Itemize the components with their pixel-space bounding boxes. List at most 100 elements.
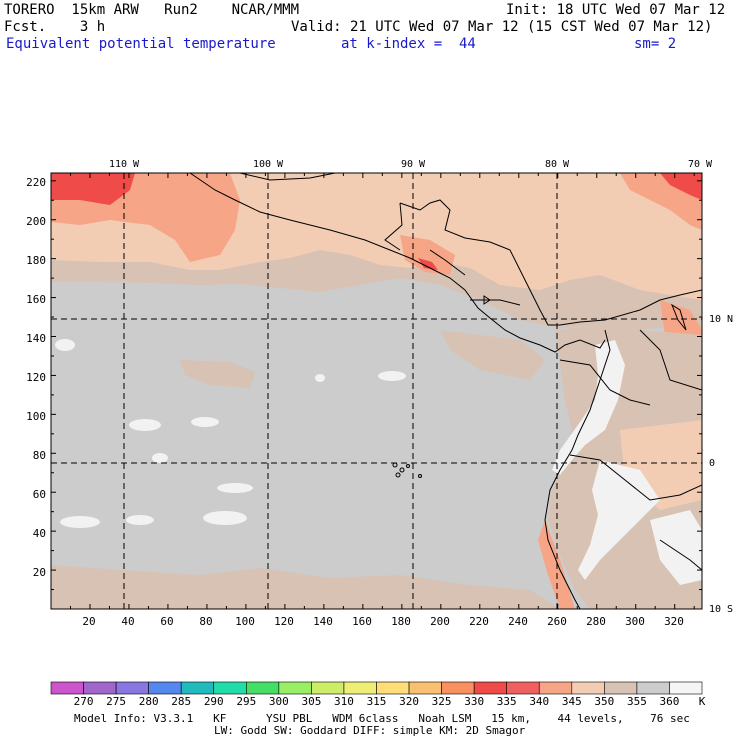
brazil-border — [659, 539, 702, 571]
graticule — [51, 173, 702, 609]
x-tick-label: 300 — [625, 615, 645, 628]
color-bar-label: 295 — [236, 695, 256, 708]
color-bar-swatch — [50, 681, 84, 695]
y-tick-label: 20 — [33, 566, 46, 579]
model-info-line1: Model Info: V3.3.1 KF YSU PBL WDM 6class… — [74, 712, 690, 725]
x-tick-label: 180 — [391, 615, 411, 628]
y-tick-label: 140 — [26, 332, 46, 345]
color-bar-swatch — [180, 681, 215, 695]
color-bar-unit: K — [699, 695, 706, 708]
ocean-white-patch — [55, 339, 75, 351]
color-bar-swatch — [538, 681, 573, 695]
x-tick-label: 140 — [313, 615, 333, 628]
red-patch-salvador — [418, 258, 438, 270]
x-tick-label: 220 — [469, 615, 489, 628]
lat-label: 0 — [709, 458, 715, 469]
x-axis-labels: 20 40 60 80 100 120 140 160 180 200 220 … — [82, 615, 684, 628]
lake-maracaibo — [670, 303, 687, 331]
color-bar-label: 290 — [204, 695, 224, 708]
caribbean-coast — [399, 199, 702, 326]
red-patch-nw — [51, 173, 135, 205]
color-bar-label: 315 — [367, 695, 387, 708]
x-tick-label: 20 — [82, 615, 95, 628]
lake-nicaragua — [483, 295, 491, 305]
x-tick-label: 80 — [199, 615, 212, 628]
color-bar-swatch — [473, 681, 507, 695]
color-bar-label: 310 — [334, 695, 354, 708]
ocean-white-patch — [191, 417, 219, 427]
y-tick-label: 180 — [26, 254, 46, 267]
lon-label: 70 W — [688, 159, 713, 170]
color-bar-swatch — [115, 681, 149, 695]
y-axis-labels: 20 40 60 80 100 120 140 160 180 200 220 — [26, 176, 46, 579]
color-bar-swatch — [343, 681, 377, 695]
color-bar-swatch — [278, 681, 312, 695]
andes-south-white — [578, 460, 660, 580]
galapagos-island — [399, 467, 405, 473]
color-bar-swatch — [213, 681, 247, 695]
color-bar-label: 330 — [464, 695, 484, 708]
x-tick-label: 280 — [586, 615, 606, 628]
forecast-hour: Fcst. 3 h — [4, 19, 106, 35]
color-bar-labels: 270 275 280 285 290 295 300 305 310 315 320 325 330 3… — [74, 695, 680, 708]
color-bar-label: 275 — [106, 695, 126, 708]
galapagos-island — [406, 464, 410, 468]
axis-ticks — [50, 173, 702, 610]
model-title: TORERO 15km ARW Run2 NCAR/MMM — [4, 2, 300, 18]
x-tick-label: 160 — [352, 615, 372, 628]
lat-label: 10 N — [709, 314, 733, 325]
warm-patch-ocean — [180, 360, 255, 388]
y-tick-label: 60 — [33, 488, 46, 501]
mexico-gulf-coast — [239, 173, 336, 181]
color-bar-label: 270 — [74, 695, 94, 708]
ecuador-peru-border — [569, 454, 702, 501]
smoothing: sm= 2 — [634, 36, 677, 52]
galapagos-island — [418, 474, 422, 478]
color-bar-swatch — [669, 681, 703, 695]
map-frame — [50, 172, 703, 610]
color-bar-swatch — [408, 681, 442, 695]
color-bar-label: 305 — [301, 695, 321, 708]
lon-label: 90 W — [401, 159, 426, 170]
warm-band-south — [51, 565, 560, 609]
color-bar-swatch — [311, 681, 345, 695]
venezuela-border — [639, 329, 702, 391]
coastlines — [189, 173, 702, 609]
y-tick-label: 120 — [26, 371, 46, 384]
ocean-white-patch — [126, 515, 154, 525]
theta-e-field — [51, 173, 702, 609]
color-bar-label: 340 — [529, 695, 549, 708]
lon-label: 100 W — [253, 159, 284, 170]
y-tick-label: 200 — [26, 215, 46, 228]
color-bar-swatch — [604, 681, 638, 695]
y-tick-label: 220 — [26, 176, 46, 189]
color-bar-label: 280 — [139, 695, 159, 708]
ocean-white-patch — [203, 511, 247, 525]
color-bar-swatch — [246, 681, 280, 695]
guatemala-border — [384, 202, 403, 251]
ocean-white-patch — [378, 371, 406, 381]
color-bar-swatch — [571, 681, 605, 695]
x-tick-label: 60 — [160, 615, 173, 628]
color-bar-label: 350 — [594, 695, 614, 708]
color-bar-swatch — [506, 681, 540, 695]
color-bar-label: 355 — [627, 695, 647, 708]
x-tick-label: 120 — [274, 615, 294, 628]
honduras-border — [429, 249, 466, 276]
ocean-white-patch — [152, 453, 168, 463]
south-america-west-coast — [544, 329, 611, 609]
color-bar-label: 325 — [432, 695, 452, 708]
x-tick-label: 100 — [235, 615, 255, 628]
lon-label: 80 W — [545, 159, 570, 170]
ocean-white-patch — [217, 483, 253, 493]
color-bar-swatch — [636, 681, 670, 695]
model-info-line2: LW: Godd SW: Goddard DIFF: simple KM: 2D… — [214, 724, 526, 737]
ocean-white-patch — [315, 374, 325, 382]
y-tick-label: 160 — [26, 293, 46, 306]
salmon-patch-guatemala — [400, 235, 455, 275]
x-tick-label: 240 — [508, 615, 528, 628]
lat-label: 10 S — [709, 604, 733, 615]
galapagos-island — [395, 472, 401, 478]
color-bar-swatch — [376, 681, 410, 695]
top-lon-labels: 110 W 100 W 90 W 80 W 70 W — [109, 159, 713, 170]
